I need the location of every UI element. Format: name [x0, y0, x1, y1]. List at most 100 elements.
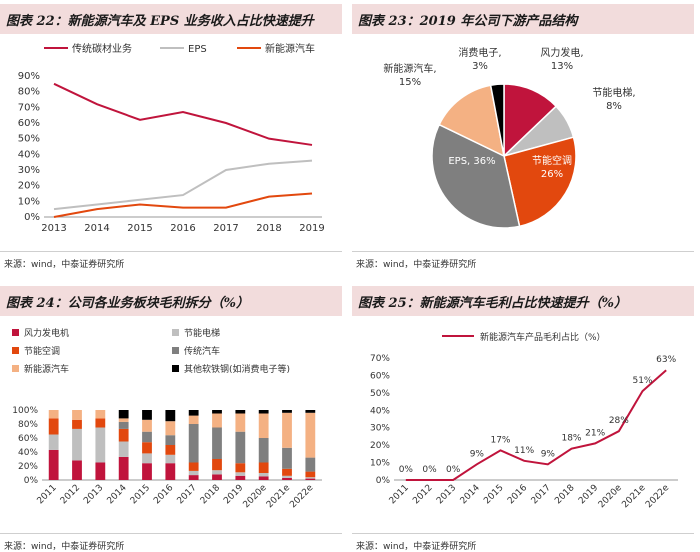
divider [352, 251, 694, 252]
bar-segment [258, 438, 269, 463]
bar-segment [282, 410, 292, 413]
x-tick-label: 2018 [256, 223, 281, 234]
bar-segment [118, 456, 129, 480]
pie-slice [431, 123, 521, 229]
bar-segment [48, 418, 59, 435]
bar-segment [95, 462, 106, 480]
slice-value: 8% [606, 101, 622, 112]
y-tick-label: 40% [18, 149, 40, 160]
slice-label: EPS, 36% [448, 156, 495, 167]
data-label: 18% [561, 434, 581, 444]
y-tick-label: 0% [376, 476, 391, 486]
line-chart-nev-margin: 新能源汽车产品毛利占比（%） 0% 10% 20% 30% 40% 50% 60% 70% 0% 0… [370, 331, 678, 511]
y-tick-label: 80% [18, 87, 40, 98]
y-tick-label: 0% [24, 212, 40, 223]
bar-segment [165, 445, 176, 455]
bar-segment [142, 410, 152, 420]
y-tick-label: 60% [18, 118, 40, 129]
bar-segment [48, 434, 59, 450]
divider [352, 533, 694, 534]
x-tick-label: 2020e [242, 483, 270, 511]
slice-label: 节能电梯, [592, 86, 635, 99]
line-chart-revenue-share: 传统碳材业务 EPS 新能源汽车 0% 10% 20% 30% 40% 50% 60% 70% 80%… [18, 42, 325, 234]
y-tick-label: 20% [370, 441, 390, 451]
bar-segment [48, 410, 59, 419]
chart-title: 图表 24：公司各业务板块毛利拆分（%） [0, 286, 342, 316]
bar-segment [305, 412, 316, 458]
y-tick-label: 80% [18, 420, 38, 430]
bar-segment [305, 410, 316, 413]
x-tick-label: 2017 [176, 483, 199, 506]
bar-segment [142, 442, 152, 454]
chart-panel-margin-split: 图表 24：公司各业务板块毛利拆分（%） 风力发电机 节能电梯 节能空调 传统汽车 新能… [0, 282, 342, 552]
bar-segment [212, 410, 222, 414]
series-line [53, 82, 313, 146]
y-tick-label: 40% [18, 448, 38, 458]
y-tick-label: 100% [12, 406, 38, 416]
x-tick-label: 2015 [129, 483, 152, 506]
bar-segment [165, 454, 176, 464]
data-label: 0% [422, 465, 437, 475]
bar-segment [165, 421, 176, 436]
slice-label: 节能空调 [532, 154, 572, 167]
data-label: 28% [609, 416, 629, 426]
pie-chart-product-structure: 风力发电, 13% 节能电梯, 8% 节能空调 26% EPS, 36% 新能源汽车, 15% 消… [383, 46, 636, 229]
chart-panel-product-structure: 图表 23：2019 年公司下游产品结构 风力发电, 13% 节能电梯, 8% 节能空调… [352, 0, 694, 276]
data-label: 21% [585, 428, 605, 438]
bar-segment [282, 412, 292, 448]
bar-segment [165, 463, 176, 480]
bar-segment [188, 424, 199, 463]
bar-segment [282, 447, 292, 469]
y-tick-label: 10% [370, 459, 390, 469]
slice-value: 15% [399, 77, 421, 88]
x-tick-label: 2022e [288, 483, 316, 511]
x-tick-label: 2021e [265, 483, 293, 511]
y-tick-label: 90% [18, 71, 40, 82]
x-tick-label: 2022e [644, 483, 672, 511]
bar-segment [212, 413, 222, 428]
chart-title: 图表 25：新能源汽车毛利占比快速提升（%） [352, 286, 694, 316]
legend-label: 传统汽车 [184, 345, 220, 357]
bar-segment [48, 449, 59, 480]
bar-segment [305, 478, 316, 480]
bar-segment [282, 477, 292, 480]
bar-segment [72, 410, 82, 420]
x-tick-label: 2021e [620, 483, 648, 511]
slice-label: 风力发电, [540, 46, 583, 59]
legend-label: 节能空调 [24, 345, 60, 357]
bar-segment [72, 419, 82, 429]
source-note: 来源：wind，中泰证券研究所 [356, 542, 477, 552]
bar-segment [235, 410, 246, 414]
source-note: 来源：wind，中泰证券研究所 [4, 542, 125, 552]
bar-segment [142, 453, 152, 464]
legend-label: 其他软铁钢(如消费电子等) [184, 363, 290, 375]
legend-label: 传统碳材业务 [72, 42, 132, 55]
bar-segment [188, 462, 199, 471]
legend-swatch [12, 365, 19, 372]
bar-segment [212, 427, 222, 459]
x-tick-label: 2014 [459, 483, 482, 506]
x-tick-label: 2017 [213, 223, 238, 234]
x-tick-label: 2016 [170, 223, 195, 234]
data-label: 9% [470, 449, 485, 459]
legend-label: EPS [188, 44, 207, 55]
slice-label: 新能源汽车, [383, 62, 436, 75]
chart-title: 图表 23：2019 年公司下游产品结构 [352, 4, 694, 34]
x-tick-label: 2018 [199, 483, 222, 506]
data-label: 17% [490, 435, 510, 445]
legend-swatch [12, 329, 19, 336]
series-line [53, 159, 313, 211]
y-tick-label: 60% [18, 434, 38, 444]
y-tick-label: 30% [370, 424, 390, 434]
bar-segment [305, 477, 316, 479]
bar-segment [142, 431, 152, 443]
data-label: 11% [514, 446, 534, 456]
bar-segment [142, 463, 152, 480]
x-tick-label: 2016 [506, 483, 529, 506]
bar-segment [165, 435, 176, 445]
y-tick-label: 0% [24, 476, 39, 486]
x-tick-label: 2020e [597, 483, 625, 511]
y-tick-label: 40% [370, 406, 390, 416]
pie-slice [503, 136, 577, 228]
